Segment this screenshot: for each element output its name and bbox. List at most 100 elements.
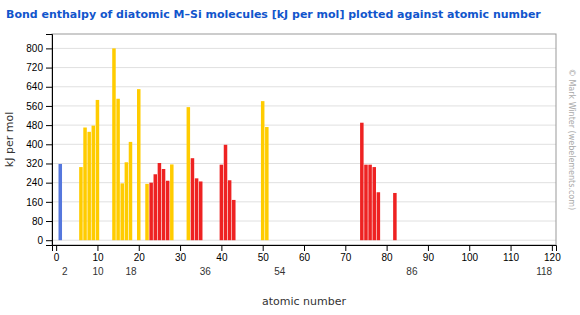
x2-tick: 18 [125,265,137,277]
grid [52,48,556,240]
y-tick-label: 400 [26,139,43,150]
y-tick-mark [46,183,52,184]
x2-tick: 54 [274,265,286,277]
x-tick-label: 10 [92,252,104,263]
bar [191,158,195,240]
y-axis: 080160240320400480560640720800 [26,35,52,246]
y-tick: 480 [26,120,52,131]
y-tick: 800 [26,43,52,54]
y-tick-label: 720 [26,62,43,73]
x-tick-label: 40 [216,252,228,263]
y-tick-mark [46,125,52,126]
grid-line [52,48,556,49]
bar [83,128,87,241]
x-tick-mark [345,245,346,251]
bar [265,127,269,240]
x-tick-mark [56,245,57,251]
x2-tick-label: 118 [536,266,552,277]
y-tick-mark [46,48,52,49]
x-tick-mark [469,245,470,251]
y-tick-mark [46,68,52,69]
bar [149,183,153,241]
x-tick-label: 80 [382,252,394,263]
y-tick-label: 480 [26,120,43,131]
y-tick: 400 [26,139,52,150]
x-tick-mark [180,245,181,251]
bar [228,180,232,240]
bar [116,99,120,240]
x-tick: 20 [134,245,146,263]
y-tick: 160 [26,197,52,208]
bar [87,132,91,240]
y-tick: 720 [26,62,52,73]
x2-tick-label: 2 [62,266,68,277]
chart: 0801602403204004805606407208000102030405… [0,0,580,315]
bar [166,181,170,240]
x2-tick-label: 54 [274,266,286,277]
x-tick: 60 [299,245,311,263]
x-tick-label: 110 [503,252,519,263]
x-tick-label: 70 [340,252,352,263]
x-tick-label: 30 [175,252,187,263]
y-label: kJ per mol [3,112,16,167]
x2-tick: 2 [62,265,68,277]
x-tick: 70 [340,245,352,263]
bar [162,169,166,240]
bar [360,123,364,240]
bar [364,165,368,241]
bar [79,167,83,240]
y-tick-mark [46,240,52,241]
x-tick-mark [304,245,305,251]
x2-tick: 36 [200,265,212,277]
x2-tick: 10 [92,265,104,277]
y-tick-label: 560 [26,101,43,112]
x2-tick-label: 36 [200,266,212,277]
grid-line [52,86,556,87]
x-tick: 100 [461,245,478,263]
x-tick-mark [552,245,553,251]
x-tick-label: 20 [134,252,146,263]
y-tick: 640 [26,81,52,92]
x2-axis: 2 10 18 36 54 86 118 [62,265,552,277]
grid-line [52,105,556,106]
y-tick-label: 320 [26,158,43,169]
x-tick-mark [263,245,264,251]
x-tick-mark [221,245,222,251]
bar [195,178,199,240]
bar [154,174,158,240]
x-tick-label: 50 [258,252,270,263]
plot-area: 0801602403204004805606407208000102030405… [26,34,561,277]
x-tick: 40 [216,245,228,263]
bar [137,89,141,240]
x-label: atomic number [262,295,347,308]
x2-tick-label: 18 [125,266,137,277]
y-axis-line [46,35,53,246]
grid-line [52,144,556,145]
y-tick-mark [46,221,52,222]
bar [372,167,376,240]
bars [59,48,397,240]
x-tick: 90 [423,245,435,263]
y-tick-label: 0 [37,235,43,246]
bar [187,107,191,240]
x-tick: 80 [382,245,394,263]
y-tick: 320 [26,158,52,169]
x2-tick-label: 10 [92,266,104,277]
bar [96,100,100,240]
x-tick-mark [139,245,140,251]
bar [232,200,236,240]
bar [393,193,397,240]
bar [145,184,149,240]
x-tick-mark [97,245,98,251]
plot-frame [52,34,556,245]
x-tick-mark [511,245,512,251]
x2-tick-label: 86 [406,266,418,277]
grid-line [52,125,556,126]
x-tick-mark [428,245,429,251]
bar [199,181,203,240]
bar [261,101,265,240]
y-tick-mark [46,87,52,88]
x-tick-label: 60 [299,252,311,263]
y-tick-mark [46,144,52,145]
bar [129,142,133,240]
